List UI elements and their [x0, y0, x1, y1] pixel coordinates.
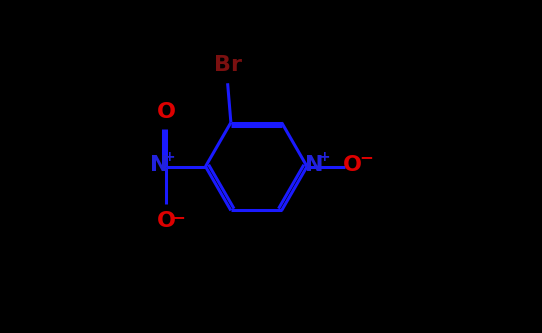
Text: +: + — [319, 150, 331, 164]
Text: O: O — [157, 211, 176, 231]
Text: Br: Br — [214, 55, 242, 75]
Text: −: − — [359, 148, 373, 166]
Text: −: − — [172, 207, 185, 225]
Text: O: O — [344, 155, 363, 175]
Text: O: O — [157, 102, 176, 122]
Text: +: + — [164, 150, 175, 164]
Text: N: N — [150, 155, 168, 175]
Text: N: N — [305, 155, 324, 175]
